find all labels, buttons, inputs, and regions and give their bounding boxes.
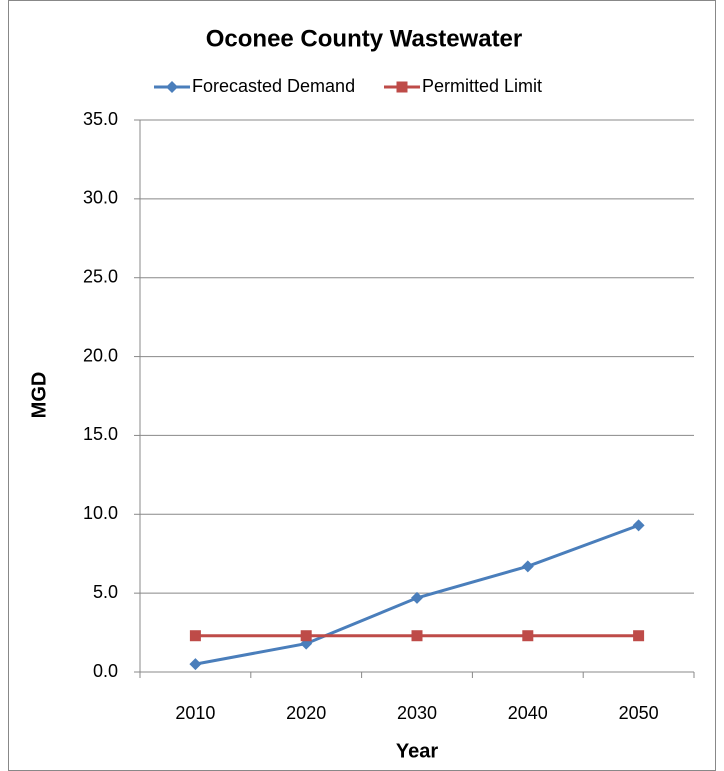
data-point	[632, 519, 645, 532]
x-tick-label: 2050	[619, 703, 659, 723]
data-point	[521, 560, 534, 573]
data-point	[189, 658, 202, 671]
y-tick-label: 0.0	[93, 661, 118, 681]
y-tick-label: 15.0	[83, 424, 118, 444]
legend-label: Permitted Limit	[422, 76, 542, 96]
x-tick-label: 2020	[286, 703, 326, 723]
data-point	[411, 591, 423, 604]
y-axis-label: MGD	[28, 372, 50, 419]
y-tick-label: 30.0	[83, 188, 118, 208]
legend-marker	[166, 81, 178, 93]
x-tick-label: 2040	[508, 703, 548, 723]
x-tick-label: 2010	[175, 703, 215, 723]
y-tick-label: 20.0	[83, 345, 118, 365]
chart-title: Oconee County Wastewater	[206, 25, 523, 52]
data-point	[300, 630, 312, 642]
legend-label: Forecasted Demand	[192, 76, 355, 96]
y-tick-label: 5.0	[93, 582, 118, 602]
x-axis-label: Year	[396, 740, 438, 762]
data-point	[411, 630, 423, 642]
y-tick-label: 10.0	[83, 503, 118, 523]
x-tick-label: 2030	[397, 703, 437, 723]
data-point	[189, 630, 201, 642]
data-point	[633, 630, 645, 642]
chart-border	[8, 0, 716, 771]
y-tick-label: 35.0	[83, 109, 118, 129]
y-tick-label: 25.0	[83, 266, 118, 286]
legend-marker	[396, 81, 408, 93]
data-point	[522, 630, 534, 642]
